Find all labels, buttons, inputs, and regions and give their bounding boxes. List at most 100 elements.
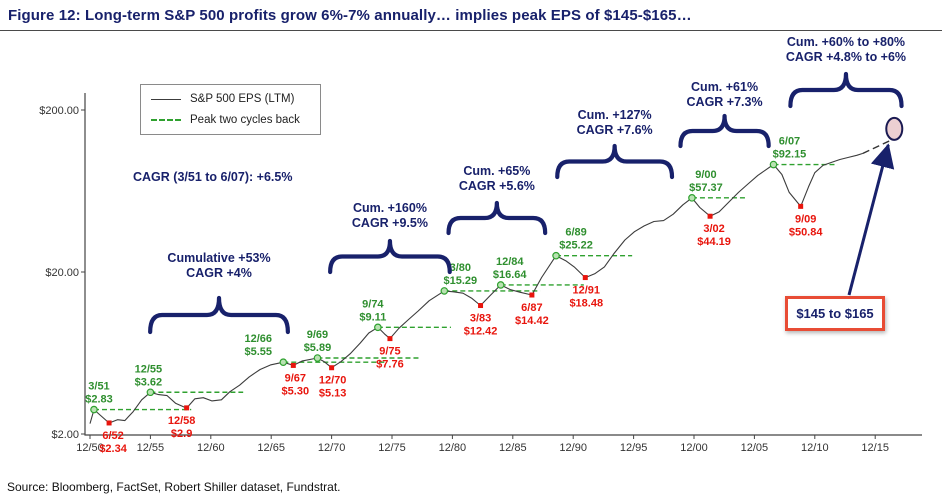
trough-date-label: 3/02	[703, 223, 724, 235]
brace-label: CAGR +7.3%	[687, 95, 763, 109]
peak-date-label: 12/84	[496, 256, 524, 268]
x-axis-tick-label: 12/65	[257, 442, 285, 454]
peak-date-label: 3/51	[88, 381, 109, 393]
trough-marker	[707, 213, 713, 219]
trough-marker	[106, 420, 112, 426]
x-axis-tick-label: 12/15	[861, 442, 889, 454]
peak-marker	[552, 251, 560, 260]
peak-date-label: 6/07	[779, 136, 800, 148]
peak-value-label: $2.83	[85, 394, 113, 406]
brace-label: Cum. +127%	[578, 108, 652, 122]
trough-value-label: $44.19	[697, 236, 731, 248]
trough-date-label: 12/58	[168, 415, 196, 427]
brace-label: Cum. +61%	[691, 80, 758, 94]
trough-date-label: 9/67	[285, 372, 306, 384]
peak-value-label: $9.11	[359, 311, 386, 323]
legend-row-peak: Peak two cycles back	[151, 114, 310, 126]
trough-date-label: 6/52	[102, 430, 123, 442]
brace-label: CAGR +4%	[186, 266, 252, 280]
x-axis-tick-label: 12/05	[741, 442, 769, 454]
brace-label: Cum. +65%	[463, 164, 530, 178]
brace	[148, 295, 290, 335]
peak-value-label: $5.89	[304, 342, 332, 354]
brace	[555, 143, 675, 180]
brace	[446, 200, 548, 236]
target-arrow	[847, 143, 895, 296]
trough-value-label: $50.84	[789, 226, 824, 238]
trough-date-label: 9/75	[379, 346, 400, 358]
peak-marker	[279, 358, 288, 366]
axes	[84, 93, 922, 436]
brace	[328, 238, 452, 275]
peak-value-label: $25.22	[559, 240, 593, 252]
peak-date-label: 9/69	[307, 329, 328, 341]
peak-line-sample-icon	[151, 119, 181, 121]
x-axis-tick-label: 12/95	[620, 442, 648, 454]
brace-label: Cumulative +53%	[167, 251, 270, 265]
peak-value-label: $5.55	[245, 346, 273, 358]
trough-value-label: $5.30	[282, 385, 310, 397]
peak-marker	[769, 160, 778, 169]
peak-value-label: $57.37	[689, 182, 723, 194]
x-axis-tick-label: 12/85	[499, 442, 527, 454]
x-axis-tick-label: 12/50	[76, 442, 104, 454]
legend-label-peak: Peak two cycles back	[190, 114, 300, 126]
trough-value-label: $12.42	[464, 326, 498, 338]
eps-line-sample-icon	[151, 98, 181, 100]
x-axis-tick-label: 12/80	[439, 442, 467, 454]
brace	[678, 113, 771, 149]
trough-marker	[529, 292, 535, 298]
x-axis-tick-label: 12/10	[801, 442, 829, 454]
peak-value-label: $92.15	[773, 149, 807, 161]
peak-marker	[374, 323, 382, 332]
cagr-note: CAGR (3/51 to 6/07): +6.5%	[133, 170, 293, 184]
peak-date-label: 9/74	[362, 298, 384, 310]
trough-value-label: $2.34	[99, 443, 127, 455]
x-axis-tick-label: 12/90	[559, 442, 587, 454]
trough-date-label: 12/70	[319, 375, 347, 387]
peak-date-label: 6/89	[565, 227, 586, 239]
trough-marker	[582, 275, 588, 281]
brace-label: CAGR +4.8% to +6%	[786, 50, 906, 64]
x-axis-tick-label: 12/55	[137, 442, 165, 454]
peak-marker	[146, 388, 155, 397]
peak-marker	[440, 287, 449, 295]
peak-date-label: 12/66	[245, 333, 273, 345]
trough-marker	[387, 336, 393, 342]
end-marker	[885, 116, 904, 141]
peak-value-label: $15.29	[443, 275, 477, 287]
peak-value-label: $16.64	[493, 269, 528, 281]
peak-marker	[688, 194, 696, 202]
peak-marker	[313, 354, 322, 362]
peak-value-label: $3.62	[135, 376, 163, 388]
brace-label: Cum. +60% to +80%	[787, 35, 905, 49]
y-axis-tick-label: $2.00	[51, 429, 79, 441]
peak-marker	[90, 405, 98, 414]
peak-marker	[496, 281, 505, 289]
figure-title: Figure 12: Long-term S&P 500 profits gro…	[8, 7, 692, 24]
legend-row-eps: S&P 500 EPS (LTM)	[151, 93, 310, 105]
peak-date-label: 9/00	[695, 169, 716, 181]
y-axis-tick-label: $200.00	[39, 105, 79, 117]
source-note: Source: Bloomberg, FactSet, Robert Shill…	[7, 480, 341, 494]
trough-marker	[184, 405, 190, 411]
peak-date-label: 3/80	[450, 262, 471, 274]
trough-value-label: $5.13	[319, 388, 347, 400]
x-axis-tick-label: 12/70	[318, 442, 346, 454]
trough-marker	[329, 365, 335, 371]
trough-marker	[478, 303, 484, 309]
trough-marker	[290, 362, 296, 368]
trough-date-label: 3/83	[470, 313, 491, 325]
trough-date-label: 6/87	[521, 302, 542, 314]
y-axis-tick-label: $20.00	[45, 267, 79, 279]
trough-value-label: $2.9	[171, 428, 192, 440]
x-axis-tick-label: 12/60	[197, 442, 225, 454]
trough-value-label: $14.42	[515, 315, 549, 327]
brace	[788, 71, 904, 109]
trough-value-label: $18.48	[569, 298, 603, 310]
x-axis-tick-label: 12/75	[378, 442, 406, 454]
trough-date-label: 9/09	[795, 213, 816, 225]
brace-label: CAGR +5.6%	[459, 179, 535, 193]
legend-label-eps: S&P 500 EPS (LTM)	[190, 93, 295, 105]
